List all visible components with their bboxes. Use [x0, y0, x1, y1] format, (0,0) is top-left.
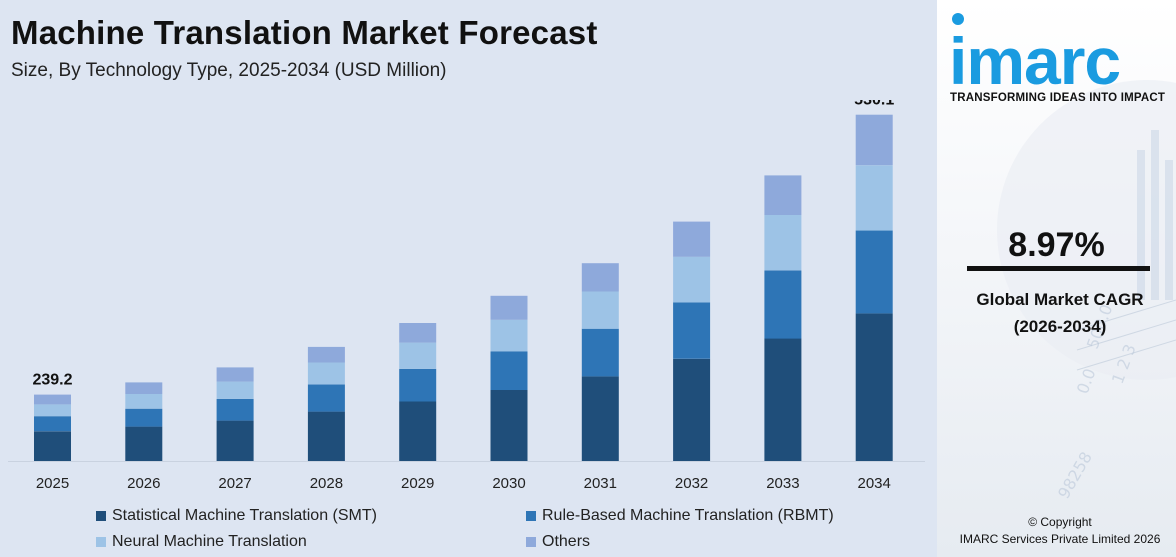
total-label-2025: 239.2 — [32, 372, 72, 389]
bar-rbmt-2025 — [34, 416, 71, 432]
legend-swatch-nmt — [96, 537, 106, 547]
background-chart-graphic: 0.0 1 2 3 500.0 98258 — [997, 80, 1176, 502]
cagr-label: Global Market CAGR (2026-2034) — [937, 286, 1176, 340]
bar-others-2034 — [855, 114, 893, 166]
legend-item-nmt: Neural Machine Translation — [96, 533, 307, 551]
bar-nmt-2032 — [673, 256, 711, 303]
total-label-2034: 530.1 — [854, 100, 894, 109]
copyright-line2: IMARC Services Private Limited 2026 — [959, 532, 1161, 546]
bar-rbmt-2031 — [581, 328, 619, 377]
bar-others-2029 — [399, 323, 437, 343]
imarc-sidebar: 0.0 1 2 3 500.0 98258 imarc TRANSFORMING… — [937, 0, 1176, 557]
bar-smt-2032 — [673, 358, 711, 461]
bar-rbmt-2026 — [125, 408, 163, 427]
bar-nmt-2029 — [399, 342, 437, 369]
legend-swatch-others — [526, 537, 536, 547]
logo-tagline: TRANSFORMING IDEAS INTO IMPACT — [950, 92, 1166, 104]
bar-rbmt-2029 — [399, 368, 437, 402]
legend-item-others: Others — [526, 533, 590, 551]
bar-smt-2025 — [34, 431, 71, 461]
bar-others-2033 — [764, 175, 802, 215]
logo-dot-icon — [952, 13, 964, 25]
x-tick-label-2032: 2032 — [675, 475, 708, 492]
legend-label-nmt: Neural Machine Translation — [112, 533, 307, 550]
bar-others-2030 — [490, 295, 528, 320]
chart-title: Machine Translation Market Forecast — [11, 14, 598, 51]
bar-rbmt-2027 — [216, 398, 254, 421]
imarc-logo: imarc — [949, 24, 1121, 98]
chart-panel: Machine Translation Market Forecast Size… — [8, 14, 925, 551]
x-tick-label-2033: 2033 — [766, 475, 799, 492]
bar-others-2027 — [216, 367, 254, 382]
bar-nmt-2028 — [307, 362, 345, 385]
x-tick-label-2034: 2034 — [858, 475, 891, 492]
svg-text:98258: 98258 — [1054, 448, 1096, 502]
legend-swatch-rbmt — [526, 511, 536, 521]
cagr-label-line2: (2026-2034) — [1013, 317, 1107, 336]
x-tick-label-2025: 2025 — [36, 475, 69, 492]
chart-subtitle: Size, By Technology Type, 2025-2034 (USD… — [11, 60, 447, 81]
bar-rbmt-2034 — [855, 230, 893, 314]
cagr-divider — [967, 266, 1150, 271]
bar-nmt-2033 — [764, 214, 802, 271]
x-tick-label-2030: 2030 — [492, 475, 525, 492]
legend-swatch-smt — [96, 511, 106, 521]
bar-others-2032 — [673, 221, 711, 257]
bar-nmt-2025 — [34, 404, 71, 417]
x-tick-label-2026: 2026 — [127, 475, 160, 492]
legend-label-smt: Statistical Machine Translation (SMT) — [112, 507, 377, 524]
bar-smt-2030 — [490, 390, 528, 461]
x-tick-label-2029: 2029 — [401, 475, 434, 492]
bar-nmt-2027 — [216, 381, 254, 399]
legend-item-rbmt: Rule-Based Machine Translation (RBMT) — [526, 507, 834, 525]
stacked-bar-chart: 2025 239.2 2026 2027 2028 2029 2030 2031 2032 203… — [8, 100, 925, 492]
legend-label-rbmt: Rule-Based Machine Translation (RBMT) — [542, 507, 834, 524]
bar-rbmt-2028 — [307, 384, 345, 412]
x-tick-label-2027: 2027 — [218, 475, 251, 492]
cagr-label-line1: Global Market CAGR — [976, 290, 1144, 309]
bar-nmt-2030 — [490, 319, 528, 352]
bar-smt-2031 — [581, 376, 619, 461]
copyright-line1: © Copyright — [1028, 515, 1092, 529]
bar-others-2026 — [125, 382, 163, 394]
bar-others-2025 — [34, 394, 71, 405]
bar-nmt-2034 — [855, 165, 893, 231]
bar-smt-2029 — [399, 401, 437, 461]
bar-smt-2033 — [764, 338, 802, 461]
x-tick-label-2028: 2028 — [310, 475, 343, 492]
bar-smt-2028 — [307, 411, 345, 461]
bar-smt-2034 — [855, 313, 893, 461]
bar-rbmt-2032 — [673, 302, 711, 359]
x-tick-label-2031: 2031 — [584, 475, 617, 492]
bar-smt-2027 — [216, 420, 254, 461]
bar-nmt-2031 — [581, 291, 619, 329]
bar-smt-2026 — [125, 426, 163, 461]
bar-others-2028 — [307, 346, 345, 363]
legend-item-smt: Statistical Machine Translation (SMT) — [96, 507, 377, 525]
cagr-value: 8.97% — [1008, 226, 1105, 264]
copyright: © Copyright IMARC Services Private Limit… — [937, 514, 1176, 548]
bar-rbmt-2033 — [764, 270, 802, 339]
bar-nmt-2026 — [125, 394, 163, 409]
bar-rbmt-2030 — [490, 351, 528, 390]
legend-label-others: Others — [542, 533, 591, 550]
bar-others-2031 — [581, 263, 619, 292]
